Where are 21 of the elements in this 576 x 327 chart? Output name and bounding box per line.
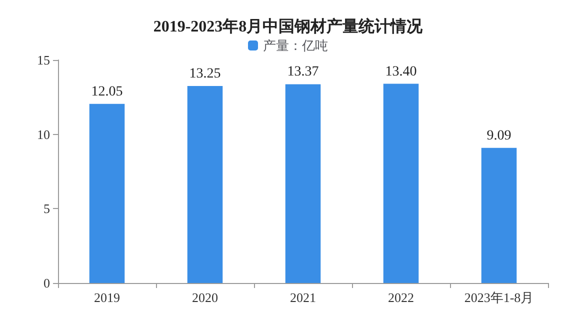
y-tick-label: 5: [44, 201, 50, 216]
x-tick-label: 2021: [290, 290, 316, 305]
y-tick-label: 0: [44, 276, 50, 290]
y-tick-label: 10: [37, 126, 50, 142]
data-label: 13.40: [385, 64, 417, 80]
bar: [383, 84, 419, 283]
bar: [285, 84, 321, 283]
bar: [481, 148, 517, 283]
legend-label: 产量：亿吨: [263, 38, 328, 53]
x-tick-label: 2019: [94, 290, 120, 305]
data-label: 12.05: [91, 84, 123, 100]
data-label: 13.25: [189, 66, 221, 82]
data-label: 9.09: [486, 128, 512, 144]
x-tick-label: 2023年1-8月: [464, 290, 534, 305]
bar: [187, 86, 223, 283]
bar: [89, 104, 125, 283]
chart-title: 2019-2023年8月中国钢材产量统计情况: [153, 18, 424, 36]
y-tick-label: 15: [37, 52, 50, 68]
data-label: 13.37: [287, 64, 319, 80]
x-tick-label: 2022: [388, 290, 414, 305]
x-tick-label: 2020: [192, 290, 218, 305]
